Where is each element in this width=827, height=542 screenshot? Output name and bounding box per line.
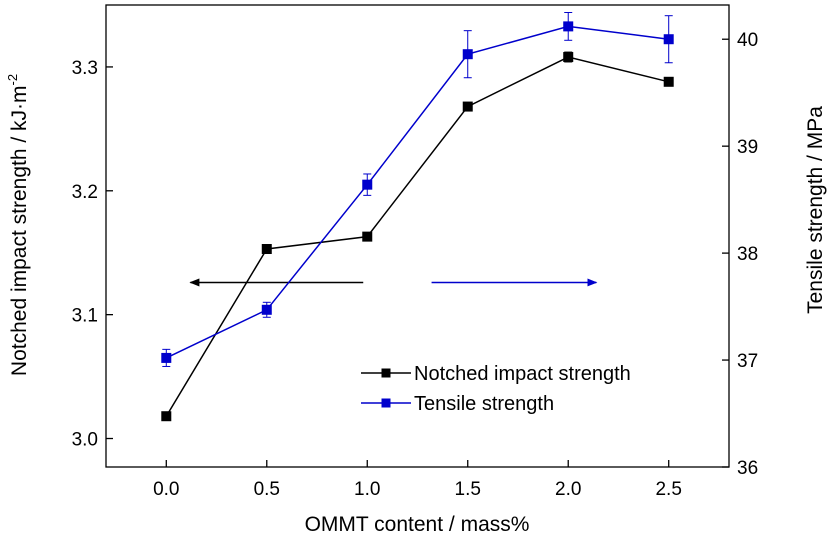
legend-label-notched-impact: Notched impact strength: [414, 363, 631, 385]
x-tick-label: 2.5: [655, 479, 681, 500]
x-tick-label: 1.0: [354, 479, 380, 500]
data-point-notched-impact-strength: [261, 244, 272, 255]
left-axis-title: Notched impact strength / kJ·m-2: [5, 74, 31, 376]
data-point-tensile-strength: [462, 49, 473, 60]
left-tick-label: 3.2: [72, 182, 98, 203]
x-axis-title: OMMT content / mass%: [305, 513, 530, 536]
data-point-notched-impact-strength: [362, 231, 373, 242]
data-point-tensile-strength: [261, 304, 272, 315]
series-line-notched-impact-strength: [165, 56, 669, 417]
left-tick-label: 3.1: [72, 306, 98, 327]
right-tick-label: 40: [737, 30, 758, 51]
x-tick-label: 1.5: [455, 479, 481, 500]
plot-frame: [105, 4, 730, 468]
right-tick-label: 37: [737, 351, 758, 372]
right-axis-title: Tensile strength / MPa: [804, 106, 827, 314]
x-tick-label: 0.0: [153, 479, 179, 500]
right-tick-label: 38: [737, 244, 758, 265]
legend-label-tensile: Tensile strength: [414, 393, 554, 415]
legend-marker-notched-impact: [381, 368, 391, 378]
series-line-tensile-strength: [165, 25, 669, 359]
legend: Notched impact strength Tensile strength: [361, 363, 631, 415]
legend-marker-tensile: [381, 398, 391, 408]
data-point-notched-impact-strength: [161, 411, 172, 422]
right-axis-ticks: 36 37 38 39 40: [722, 30, 758, 479]
x-axis-ticks: 0.0 0.5 1.0 1.5 2.0 2.5: [153, 460, 682, 500]
data-point-tensile-strength: [362, 179, 373, 190]
data-point-tensile-strength: [161, 352, 172, 363]
data-point-notched-impact-strength: [663, 76, 674, 87]
data-point-tensile-strength: [663, 34, 674, 45]
right-tick-label: 36: [737, 458, 758, 479]
left-axis-title-main: Notched impact strength / kJ·m: [8, 85, 31, 376]
x-tick-label: 2.0: [555, 479, 581, 500]
right-tick-label: 39: [737, 137, 758, 158]
left-axis-ticks: 3.0 3.1 3.2 3.3: [72, 58, 113, 451]
data-point-notched-impact-strength: [462, 101, 473, 112]
left-tick-label: 3.3: [72, 58, 98, 79]
series-layer: [161, 11, 674, 422]
x-tick-label: 0.5: [254, 479, 280, 500]
data-point-notched-impact-strength: [563, 52, 574, 63]
left-axis-title-superscript: -2: [5, 74, 20, 86]
data-point-tensile-strength: [563, 21, 574, 32]
left-tick-label: 3.0: [72, 430, 98, 451]
